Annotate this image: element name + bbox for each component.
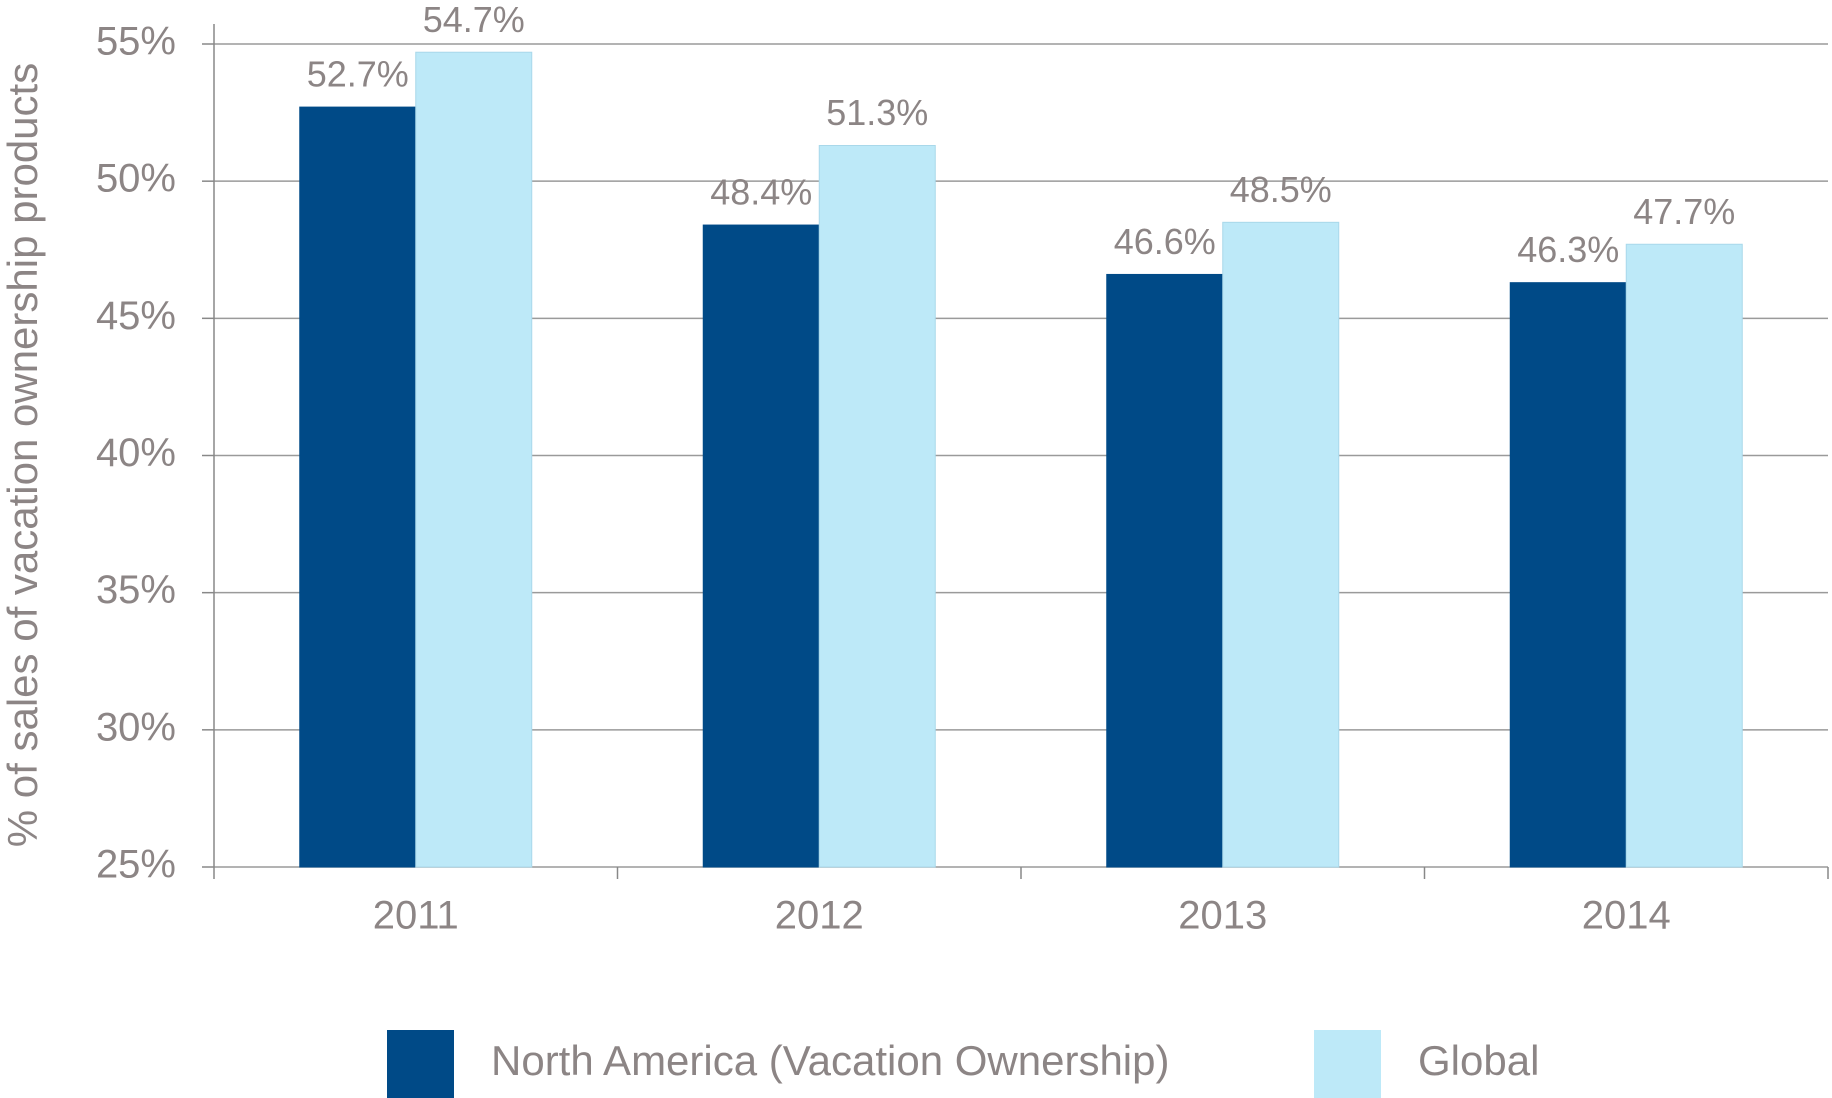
y-tick-label: 40% bbox=[96, 431, 176, 475]
bar bbox=[1625, 243, 1743, 868]
y-axis-label: % of sales of vacation ownership product… bbox=[0, 63, 46, 847]
bar bbox=[702, 224, 820, 868]
value-label: 47.7% bbox=[1633, 191, 1735, 232]
y-tick-label: 35% bbox=[96, 568, 176, 612]
value-label: 46.6% bbox=[1114, 221, 1216, 262]
x-tick-label: 2014 bbox=[1582, 894, 1671, 938]
y-tick-label: 30% bbox=[96, 705, 176, 749]
value-label: 48.4% bbox=[710, 172, 812, 213]
y-tick-label: 45% bbox=[96, 294, 176, 338]
bar bbox=[1222, 221, 1340, 868]
value-label: 52.7% bbox=[307, 54, 409, 95]
bar bbox=[1509, 282, 1627, 868]
bar bbox=[299, 106, 417, 868]
value-label: 51.3% bbox=[826, 92, 928, 133]
value-label: 46.3% bbox=[1517, 229, 1619, 270]
bar bbox=[415, 51, 533, 868]
bar bbox=[1106, 273, 1224, 868]
y-tick-label: 25% bbox=[96, 843, 176, 887]
x-tick-label: 2011 bbox=[373, 894, 459, 938]
y-tick-label: 55% bbox=[96, 20, 176, 64]
value-label: 54.7% bbox=[423, 0, 525, 40]
x-tick-label: 2013 bbox=[1178, 894, 1267, 938]
bar bbox=[818, 145, 936, 868]
legend-label: North America (Vacation Ownership) bbox=[491, 1037, 1169, 1084]
y-tick-label: 50% bbox=[96, 157, 176, 201]
value-label: 48.5% bbox=[1230, 169, 1332, 210]
legend-label: Global bbox=[1418, 1037, 1539, 1084]
legend-swatch bbox=[387, 1030, 454, 1098]
x-tick-label: 2012 bbox=[775, 894, 864, 938]
legend-swatch bbox=[1314, 1030, 1381, 1098]
